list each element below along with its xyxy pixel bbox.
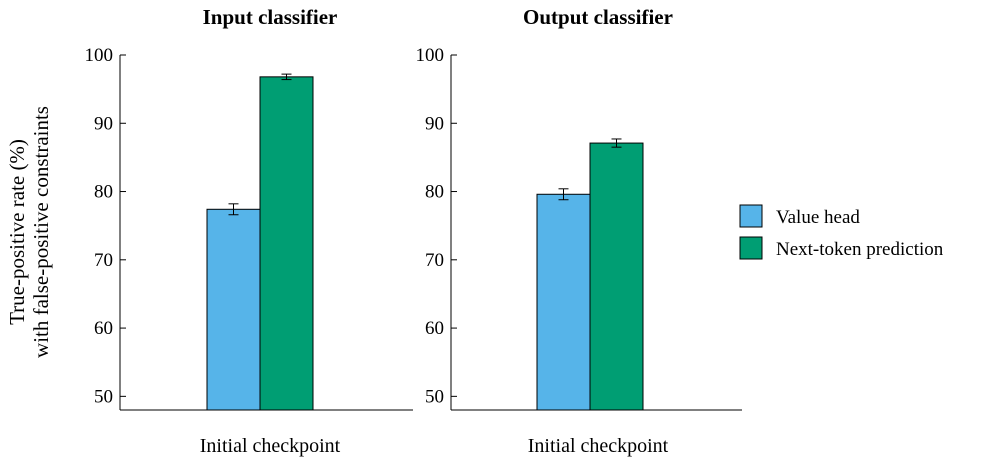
legend-label: Value head — [776, 207, 860, 228]
y-tick-label: 60 — [425, 318, 444, 339]
y-tick-label: 80 — [94, 182, 113, 203]
legend-swatch — [739, 204, 763, 228]
y-tick-label: 50 — [94, 386, 113, 407]
y-tick-label: 60 — [94, 318, 113, 339]
y-tick-label: 80 — [425, 182, 444, 203]
bar-value-head — [536, 193, 591, 411]
y-tick-label: 100 — [85, 45, 114, 66]
x-category-label: Initial checkpoint — [528, 435, 669, 457]
bar-next-token-prediction — [589, 142, 644, 411]
panel-title: Output classifier — [523, 5, 673, 29]
y-tick-label: 100 — [416, 45, 445, 66]
legend-swatch — [739, 236, 763, 260]
bar-value-head — [206, 208, 261, 411]
y-tick-label: 90 — [425, 113, 444, 134]
y-tick-label: 70 — [94, 250, 113, 271]
y-axis-label-line1: True-positive rate (%) — [5, 139, 29, 325]
y-axis-label-line2: with false-positive constraints — [29, 106, 53, 358]
legend-label: Next-token prediction — [776, 239, 944, 260]
y-tick-label: 50 — [425, 386, 444, 407]
y-tick-label: 90 — [94, 113, 113, 134]
panel-title: Input classifier — [203, 5, 338, 29]
x-category-label: Initial checkpoint — [200, 435, 341, 457]
y-tick-label: 70 — [425, 250, 444, 271]
bar-next-token-prediction — [259, 76, 314, 411]
